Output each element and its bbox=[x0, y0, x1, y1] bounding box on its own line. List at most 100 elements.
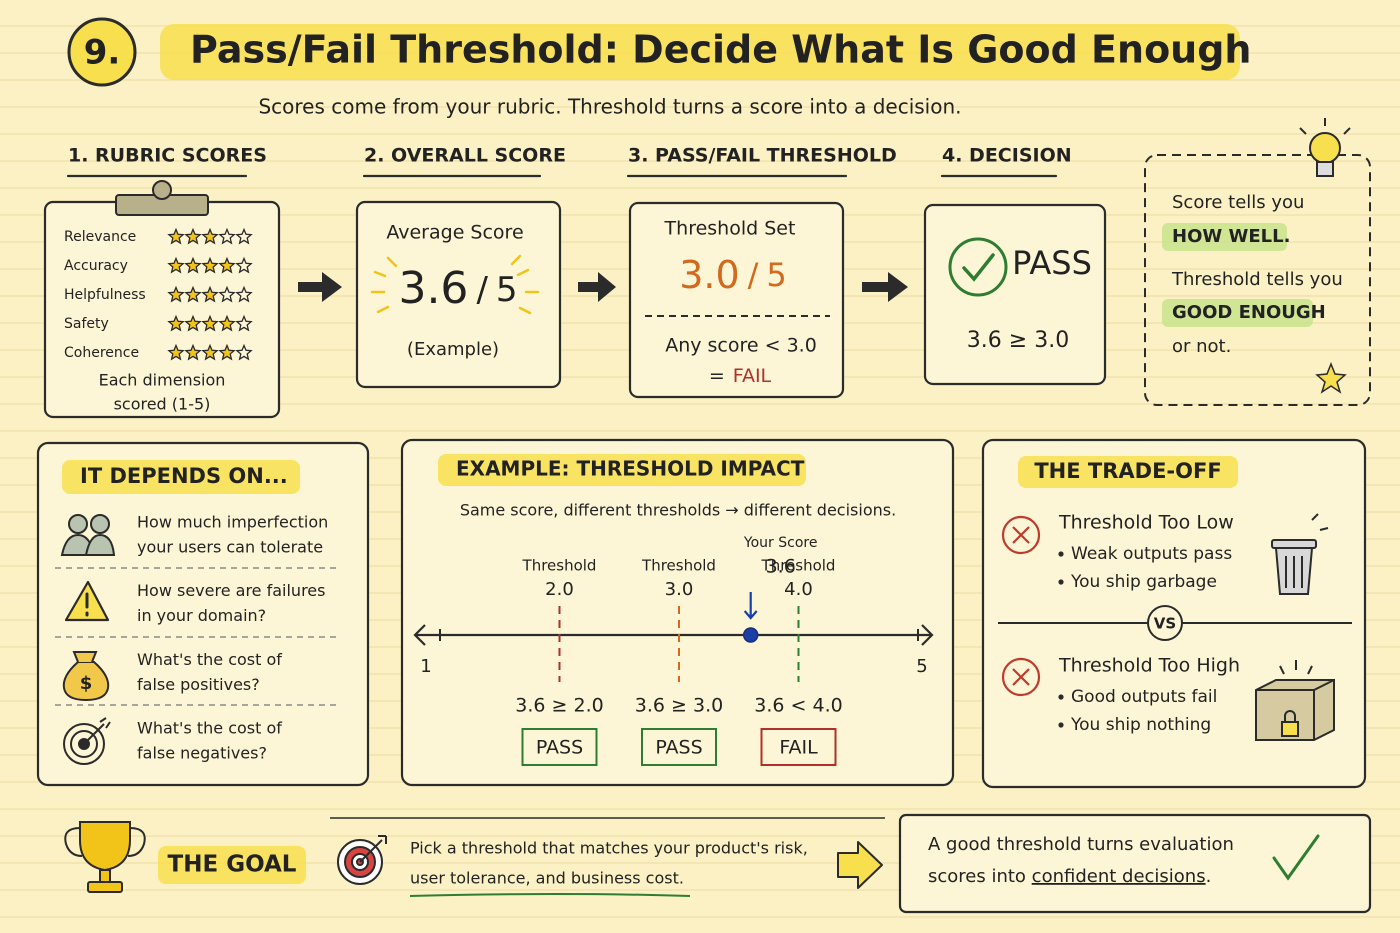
star bbox=[167, 285, 185, 303]
star-rating bbox=[167, 314, 253, 332]
note-line: Score tells you bbox=[1172, 192, 1304, 213]
tradeoff-bullet: Weak outputs pass bbox=[1071, 544, 1232, 564]
star bbox=[218, 343, 236, 361]
vs-circle bbox=[1147, 605, 1183, 641]
dimension-name: Accuracy bbox=[64, 258, 128, 274]
example-card bbox=[400, 438, 955, 787]
flow-arrows bbox=[298, 272, 908, 302]
star bbox=[201, 227, 219, 245]
tradeoff-bullet: You ship nothing bbox=[1070, 715, 1211, 735]
star bbox=[167, 343, 185, 361]
depends-line: How severe are failures bbox=[137, 581, 325, 600]
rubric-note: Each dimension bbox=[99, 371, 226, 390]
star bbox=[201, 285, 219, 303]
threshold-marker-label: Threshold bbox=[641, 557, 716, 575]
overall-score: 3.6/5 bbox=[398, 263, 517, 314]
trash-icon bbox=[1271, 513, 1329, 595]
score: 3.6 bbox=[398, 263, 468, 314]
down-arrow bbox=[743, 592, 758, 620]
depends-line: false positives? bbox=[137, 675, 260, 694]
item-separators bbox=[55, 567, 338, 706]
step-label: 4. DECISION bbox=[942, 145, 1072, 167]
note-line: GOOD ENOUGH bbox=[1172, 302, 1326, 323]
result: FAIL bbox=[779, 737, 818, 759]
goal-title: THE GOAL bbox=[168, 852, 297, 878]
depends-title-highlight bbox=[62, 460, 300, 494]
tradeoff-bullet: Good outputs fail bbox=[1071, 687, 1217, 707]
star bbox=[167, 314, 185, 332]
goal-target-icon bbox=[337, 835, 387, 885]
slash: / bbox=[476, 270, 488, 310]
depends-line: What's the cost of bbox=[137, 719, 282, 738]
note-line: Threshold tells you bbox=[1171, 269, 1343, 290]
warning-icon bbox=[64, 580, 110, 622]
tradeoff-title-highlight bbox=[1018, 456, 1238, 488]
threshold-result: = FAIL bbox=[709, 365, 772, 387]
star-rating bbox=[167, 343, 253, 361]
tradeoff-heading: Threshold Too High bbox=[1058, 655, 1240, 677]
check-circle bbox=[948, 237, 1008, 297]
svg-text:$: $ bbox=[80, 673, 93, 694]
note-card bbox=[1144, 154, 1371, 406]
bullet bbox=[1058, 722, 1064, 728]
threshold-rule: Any score < 3.0 bbox=[665, 335, 817, 357]
emphasis: confident decisions bbox=[1032, 866, 1206, 887]
goal-underline bbox=[409, 893, 691, 897]
target-icon bbox=[63, 717, 111, 765]
star bbox=[201, 314, 219, 332]
conclusion-card bbox=[898, 813, 1372, 914]
check-mark bbox=[962, 253, 995, 282]
star bbox=[218, 314, 236, 332]
note-line: HOW WELL. bbox=[1172, 226, 1290, 247]
star bbox=[218, 256, 236, 274]
eq: = bbox=[709, 365, 725, 387]
compare: 3.6 ≥ 3.0 bbox=[635, 695, 723, 717]
goal-text: user tolerance, and business cost. bbox=[410, 869, 684, 888]
overall-card bbox=[355, 200, 562, 389]
axis-min: 1 bbox=[420, 656, 431, 677]
overall-label: Average Score bbox=[386, 222, 523, 244]
x-icons bbox=[1001, 515, 1041, 697]
dimension-name: Helpfulness bbox=[64, 287, 146, 303]
result-box bbox=[521, 728, 598, 766]
slash: / bbox=[748, 256, 759, 294]
threshold-marker-label: Threshold bbox=[522, 557, 597, 575]
clipboard-clip bbox=[115, 180, 209, 216]
threshold-label: Threshold Set bbox=[664, 218, 796, 240]
text: . bbox=[1206, 866, 1212, 887]
depends-line: your users can tolerate bbox=[137, 538, 323, 557]
star bbox=[184, 285, 202, 303]
star bbox=[218, 227, 236, 245]
decision-result: PASS bbox=[1012, 244, 1092, 282]
your-score-label: Your Score bbox=[743, 535, 818, 551]
result: PASS bbox=[655, 737, 702, 759]
goal-text: Pick a threshold that matches your produ… bbox=[410, 839, 808, 858]
threshold-marker-value: 2.0 bbox=[545, 579, 574, 600]
depends-line: What's the cost of bbox=[137, 650, 282, 669]
result-box bbox=[641, 728, 717, 766]
max: 5 bbox=[496, 270, 518, 310]
depends-card bbox=[36, 441, 370, 787]
threshold-marker-value: 3.0 bbox=[665, 579, 694, 600]
highlight bbox=[1162, 299, 1313, 327]
trophy-icon bbox=[64, 821, 146, 893]
example-caption: Same score, different thresholds → diffe… bbox=[460, 501, 896, 520]
star bbox=[235, 343, 253, 361]
compare: 3.6 ≥ 2.0 bbox=[515, 695, 603, 717]
bulb-icon bbox=[1299, 118, 1351, 177]
score: 3.0 bbox=[679, 253, 739, 297]
conclusion-line: A good threshold turns evaluation bbox=[928, 834, 1234, 855]
star bbox=[218, 285, 236, 303]
dimension-name: Safety bbox=[64, 316, 109, 332]
max: 5 bbox=[766, 256, 786, 294]
star bbox=[235, 314, 253, 332]
depends-line: How much imperfection bbox=[137, 513, 328, 532]
number-badge bbox=[67, 17, 137, 87]
star-rating bbox=[167, 227, 253, 245]
star bbox=[184, 314, 202, 332]
star-rating bbox=[167, 285, 253, 303]
goal-arrow bbox=[837, 841, 883, 889]
star bbox=[201, 343, 219, 361]
tradeoff-title: THE TRADE-OFF bbox=[1034, 459, 1221, 483]
